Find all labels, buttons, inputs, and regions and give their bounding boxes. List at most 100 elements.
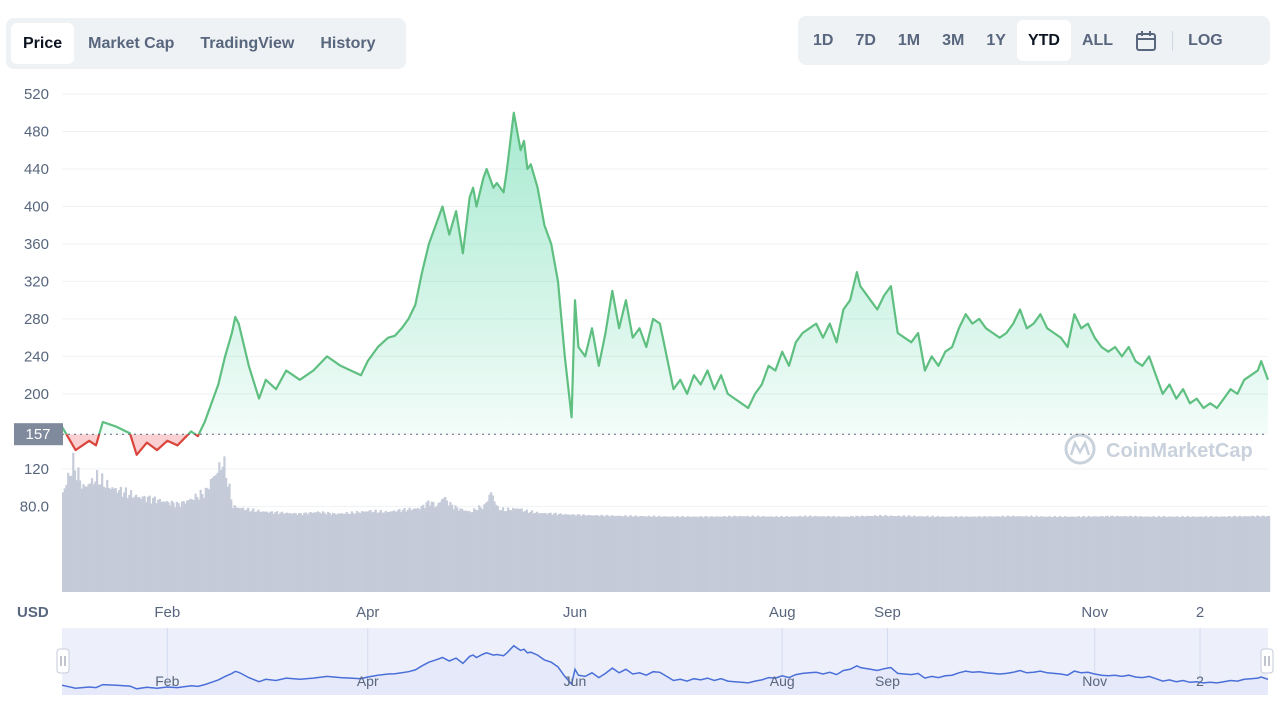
- volume-bar: [1077, 516, 1080, 592]
- volume-bar: [1194, 516, 1198, 592]
- volume-bar: [590, 515, 593, 592]
- tab-history[interactable]: History: [320, 34, 376, 52]
- volume-bar: [1150, 516, 1153, 592]
- volume-bar: [1218, 516, 1221, 592]
- volume-bar: [912, 515, 916, 592]
- volume-bar: [264, 511, 267, 592]
- volume-bar: [359, 512, 362, 592]
- volume-bar: [814, 515, 817, 592]
- volume-bar: [542, 513, 545, 592]
- volume-bar: [445, 500, 449, 592]
- volume-bar: [1113, 516, 1116, 592]
- volume-bar: [321, 511, 325, 592]
- range-3m-button[interactable]: 3M: [942, 31, 965, 49]
- volume-bar: [1191, 516, 1194, 592]
- volume-bar: [1234, 515, 1237, 592]
- volume-bar: [1076, 516, 1079, 592]
- volume-bar: [863, 516, 866, 592]
- volume-bar: [605, 514, 608, 592]
- volume-bar: [301, 515, 304, 592]
- volume-bar: [1208, 516, 1211, 592]
- volume-bar: [148, 495, 151, 592]
- volume-bar: [1230, 517, 1233, 592]
- price-area-down: [62, 434, 1268, 455]
- volume-bar: [466, 511, 469, 592]
- volume-bar: [415, 508, 418, 592]
- range-1d-button[interactable]: 1D: [813, 31, 834, 49]
- volume-bar: [1033, 517, 1036, 592]
- volume-bar: [585, 515, 588, 592]
- volume-bar: [811, 516, 814, 592]
- tab-tradingview[interactable]: TradingView: [200, 34, 295, 52]
- range-1m-button[interactable]: 1M: [897, 31, 921, 49]
- date-picker-button[interactable]: [1124, 20, 1168, 61]
- volume-bar: [162, 501, 165, 592]
- volume-bar: [890, 515, 894, 592]
- volume-bar: [1062, 516, 1065, 592]
- tab-price[interactable]: Price: [11, 23, 75, 64]
- volume-bar: [833, 515, 836, 592]
- volume-bar: [1135, 516, 1138, 592]
- volume-bar: [800, 516, 804, 592]
- volume-bar: [1213, 516, 1216, 592]
- volume-bar: [114, 487, 117, 592]
- volume-bar: [583, 514, 586, 592]
- volume-bar: [1181, 515, 1184, 592]
- volume-bar: [772, 516, 775, 592]
- volume-bar: [467, 510, 471, 592]
- volume-bar: [206, 488, 209, 592]
- volume-bar: [792, 516, 795, 592]
- range-1y-button[interactable]: 1Y: [986, 31, 1006, 49]
- volume-bar: [1052, 516, 1055, 592]
- volume-bar: [277, 514, 280, 592]
- volume-bar: [646, 516, 649, 592]
- volume-bar: [417, 508, 420, 592]
- volume-bar: [228, 483, 231, 592]
- volume-bar: [384, 510, 387, 592]
- navigator-left-handle[interactable]: [56, 648, 70, 674]
- volume-bar: [294, 513, 297, 592]
- volume-bar: [668, 516, 671, 592]
- volume-bar: [1254, 516, 1257, 592]
- volume-bar: [1152, 516, 1155, 592]
- volume-bar: [766, 516, 770, 592]
- volume-bar: [332, 512, 335, 592]
- navigator-right-handle[interactable]: [1260, 648, 1274, 674]
- volume-bar: [600, 514, 603, 592]
- volume-bar: [1147, 516, 1150, 592]
- volume-bar: [259, 511, 262, 592]
- log-scale-button[interactable]: LOG: [1188, 31, 1223, 49]
- volume-bar: [1188, 516, 1191, 592]
- volume-bar: [121, 496, 124, 592]
- volume-bar: [1047, 516, 1050, 592]
- volume-bar: [364, 511, 367, 592]
- volume-bar: [245, 509, 248, 592]
- volume-bar: [418, 509, 421, 592]
- volume-bar: [1016, 516, 1019, 592]
- volume-bar: [242, 507, 245, 592]
- grid-lines: [62, 93, 1268, 507]
- volume-bar: [150, 503, 153, 592]
- volume-bar: [1070, 516, 1074, 592]
- volume-bar: [197, 499, 201, 592]
- volume-bar: [933, 517, 936, 592]
- volume-bar: [174, 507, 177, 592]
- volume-bar: [984, 516, 987, 592]
- range-ytd-button[interactable]: YTD: [1016, 20, 1071, 61]
- tab-market-cap[interactable]: Market Cap: [88, 34, 175, 52]
- volume-bar: [1059, 515, 1062, 592]
- y-tick-label: 200: [24, 386, 49, 403]
- volume-bar: [1069, 516, 1072, 592]
- volume-bar: [219, 470, 223, 592]
- volume-bar: [622, 516, 625, 592]
- range-7d-button[interactable]: 7D: [855, 31, 876, 49]
- volume-bar: [213, 475, 216, 592]
- volume-bar: [841, 516, 844, 592]
- volume-bar: [1021, 516, 1024, 592]
- volume-bar: [337, 513, 340, 592]
- volume-bar: [658, 515, 661, 592]
- volume-bar: [839, 516, 843, 592]
- volume-bar: [469, 512, 472, 592]
- range-all-button[interactable]: ALL: [1081, 31, 1114, 49]
- x-tick-label: Apr: [356, 604, 379, 621]
